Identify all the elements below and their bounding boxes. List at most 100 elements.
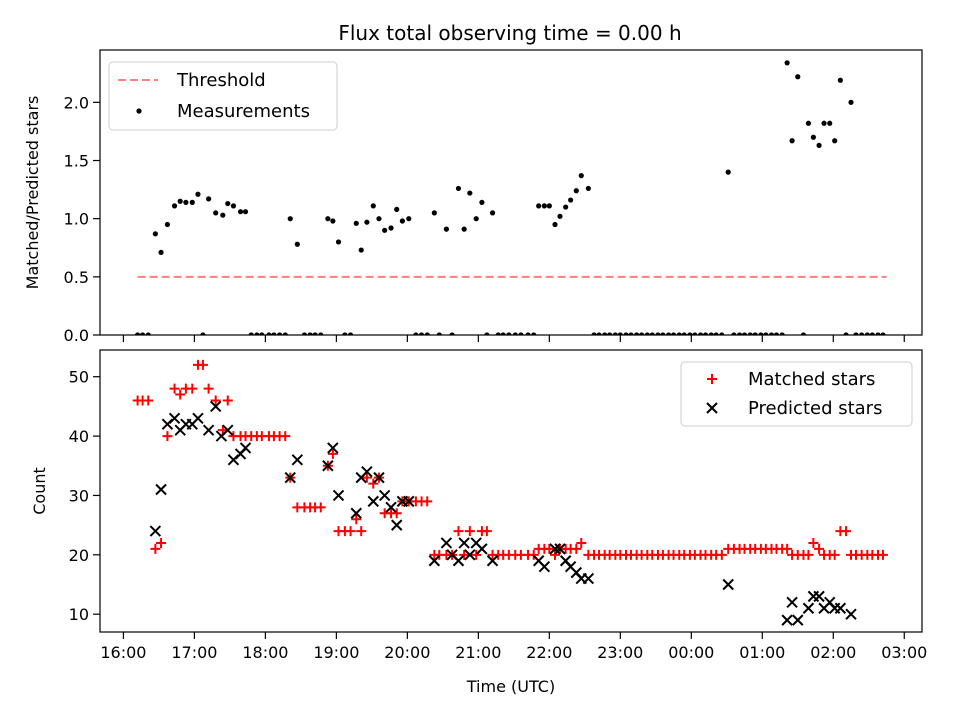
measurement-point — [697, 332, 704, 335]
measurement-point — [418, 332, 425, 335]
matched-star-point — [571, 543, 582, 554]
measurement-point — [800, 332, 807, 335]
measurement-point — [692, 332, 698, 335]
x-tick-label: 01:00 — [739, 643, 785, 662]
x-tick-label: 02:00 — [810, 643, 856, 662]
x-tick-label: 21:00 — [455, 643, 501, 662]
x-tick-label: 18:00 — [242, 643, 288, 662]
predicted-star-point — [538, 560, 551, 573]
measurement-point — [436, 332, 442, 335]
measurement-point — [623, 332, 629, 335]
measurement-point — [837, 77, 843, 83]
measurement-point — [266, 332, 272, 335]
matched-star-point — [203, 383, 214, 394]
measurement-point — [827, 120, 833, 126]
x-tick-label: 03:00 — [881, 643, 927, 662]
measurement-point — [747, 332, 753, 335]
measurement-point — [495, 332, 501, 335]
measurement-point — [353, 220, 359, 226]
plot-area — [135, 60, 887, 335]
matched-star-point — [143, 395, 154, 406]
y-tick-label: 20 — [69, 546, 89, 565]
predicted-star-point — [239, 442, 252, 454]
predicted-star-point — [549, 543, 561, 555]
predicted-star-point — [222, 424, 234, 436]
measurement-point — [853, 332, 859, 335]
measurement-point — [394, 206, 400, 212]
measurement-point — [467, 190, 473, 196]
measurement-point — [461, 226, 467, 232]
measurement-point — [725, 169, 731, 175]
matched-star-point — [841, 526, 852, 537]
y-axis-label: Count — [30, 467, 49, 515]
measurement-point — [773, 332, 780, 335]
predicted-star-point — [458, 537, 470, 549]
predicted-star-point — [350, 507, 362, 519]
measurement-point — [254, 332, 260, 335]
measurement-point — [869, 332, 875, 335]
measurement-point — [312, 332, 318, 335]
measurement-point — [596, 332, 602, 335]
measurement-point — [449, 332, 455, 335]
measurement-point — [713, 332, 719, 335]
matched-star-point — [187, 383, 198, 394]
y-tick-label: 50 — [69, 368, 89, 387]
measurement-point — [531, 332, 537, 335]
matched-star-point — [528, 549, 539, 560]
measurement-point — [443, 226, 450, 232]
measurement-point — [318, 332, 324, 335]
matched-star-point — [345, 526, 356, 537]
measurement-point — [676, 332, 682, 335]
matched-star-point — [327, 448, 338, 459]
measurement-point — [525, 332, 531, 335]
legend-box — [108, 61, 338, 131]
measurement-point — [655, 332, 661, 335]
predicted-star-point — [327, 442, 339, 454]
predicted-star-point — [322, 460, 334, 472]
predicted-star-point — [792, 614, 804, 626]
measurement-point — [259, 332, 265, 335]
measurement-point — [406, 216, 412, 222]
measurement-point — [200, 332, 206, 335]
measurement-point — [164, 221, 171, 228]
predicted-star-point — [391, 519, 403, 531]
measurement-point — [784, 60, 790, 66]
predicted-star-point — [332, 489, 345, 502]
measurement-point — [500, 332, 506, 335]
measurement-point — [536, 203, 542, 209]
measurement-point — [213, 210, 219, 216]
measurement-point — [242, 209, 249, 215]
predicted-star-point — [149, 525, 162, 537]
legend-threshold-label: Threshold — [176, 70, 266, 91]
measurement-point — [573, 188, 579, 194]
measurement-point — [789, 138, 795, 144]
plot-area — [132, 359, 888, 626]
measurement-point — [413, 332, 419, 335]
measurement-point — [731, 332, 737, 335]
predicted-star-point — [202, 424, 215, 436]
measurement-point — [287, 216, 293, 222]
predicted-star-point — [845, 608, 857, 620]
y-tick-label: 2.0 — [64, 93, 89, 112]
measurement-point — [325, 216, 331, 222]
legend-predicted-swatch — [706, 402, 718, 414]
measurement-point — [768, 332, 775, 335]
measurement-point — [195, 191, 201, 197]
matched-star-point — [162, 431, 173, 442]
matched-star-point — [544, 543, 555, 554]
measurement-point — [342, 332, 348, 335]
predicted-star-point — [373, 471, 385, 484]
predicted-star-point — [361, 465, 373, 478]
measurement-point — [752, 332, 758, 335]
measurement-point — [832, 138, 838, 144]
y-tick-label: 1.0 — [64, 210, 89, 229]
matched-star-point — [814, 543, 825, 554]
measurement-point — [139, 332, 146, 335]
matched-star-point — [550, 549, 561, 560]
measurement-point — [358, 247, 364, 253]
matched-star-point — [175, 389, 186, 400]
measurement-point — [518, 332, 524, 335]
measurement-point — [382, 227, 388, 233]
measurement-point — [541, 203, 547, 209]
